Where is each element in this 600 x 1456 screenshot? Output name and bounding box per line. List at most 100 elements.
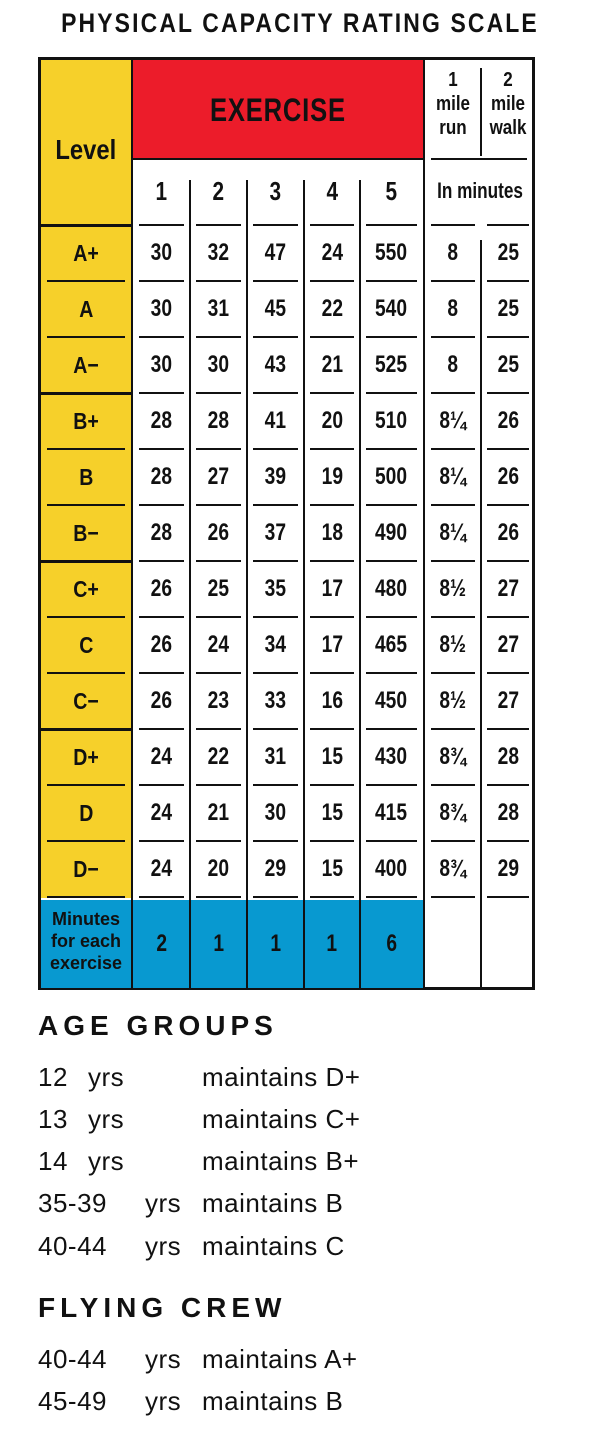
table-cell: 28 — [481, 730, 535, 784]
divider — [131, 60, 133, 988]
table-cell: 400 — [360, 842, 423, 896]
table-cell: 33 — [247, 674, 304, 728]
item-unit: yrs — [145, 1231, 182, 1261]
row-divider — [487, 336, 529, 338]
table-cell-text: 20 — [321, 407, 343, 434]
table-cell: 22 — [304, 282, 360, 336]
row-divider — [47, 336, 125, 338]
row-divider — [253, 504, 298, 506]
exercise-number-text: 4 — [326, 175, 338, 206]
flying-crew-heading: FLYING CREW — [38, 1292, 287, 1323]
level-label: D− — [41, 842, 131, 896]
table-cell: 15 — [304, 730, 360, 784]
table-cell-text: 8½ — [439, 687, 467, 714]
table-cell-text: 450 — [375, 687, 408, 714]
table-cell-text: 21 — [207, 799, 230, 826]
table-cell: 29 — [481, 842, 535, 896]
table-cell-text: 15 — [321, 743, 343, 770]
walk-header-line: mile — [490, 93, 526, 115]
table-cell: 24 — [304, 226, 360, 280]
table-cell-text: 45 — [264, 295, 287, 322]
table-cell-text: 24 — [207, 631, 230, 658]
table-cell-text: 47 — [264, 239, 287, 266]
table-cell: 17 — [304, 562, 360, 616]
table-cell-text: 400 — [375, 855, 408, 882]
table-cell-text: 33 — [264, 687, 287, 714]
row-divider — [431, 392, 475, 394]
table-cell: 500 — [360, 450, 423, 504]
table-cell-text: 500 — [375, 463, 408, 490]
exercise-number-text: 1 — [155, 175, 168, 206]
table-cell-text: 24 — [150, 743, 173, 770]
item-age: 12 — [38, 1062, 68, 1092]
divider — [431, 158, 527, 160]
item-age: 40-44 — [38, 1231, 107, 1261]
row-divider — [253, 280, 298, 282]
row-divider — [253, 840, 298, 842]
table-cell: 8½ — [425, 674, 481, 728]
table-cell-text: 480 — [375, 575, 408, 602]
row-divider — [139, 504, 184, 506]
row-divider — [431, 840, 475, 842]
row-divider — [253, 336, 298, 338]
level-label: C — [41, 618, 131, 672]
table-cell-text: 25 — [497, 351, 519, 378]
table-cell-text: 30 — [150, 239, 173, 266]
row-divider — [196, 280, 241, 282]
table-cell-text: 15 — [321, 799, 343, 826]
minutes-value: 2 — [133, 900, 190, 988]
row-divider — [196, 504, 241, 506]
table-cell: 540 — [360, 282, 423, 336]
table-cell-text: 25 — [497, 295, 519, 322]
table-cell-text: 17 — [321, 575, 343, 602]
table-cell: 465 — [360, 618, 423, 672]
row-divider — [310, 336, 354, 338]
table-cell: 30 — [133, 226, 190, 280]
table-cell: 39 — [247, 450, 304, 504]
row-divider — [253, 392, 298, 394]
row-divider — [366, 896, 417, 898]
level-label-text: D− — [73, 855, 99, 882]
minutes-value-text: 1 — [270, 930, 281, 957]
row-divider — [310, 616, 354, 618]
table-cell-text: 8½ — [439, 575, 467, 602]
table-cell-text: 29 — [264, 855, 287, 882]
table-cell-text: 18 — [321, 519, 343, 546]
row-divider — [196, 448, 241, 450]
row-divider — [487, 672, 529, 674]
row-divider — [47, 448, 125, 450]
level-label: D+ — [41, 730, 131, 784]
row-divider — [310, 784, 354, 786]
table-cell: 45 — [247, 282, 304, 336]
row-divider — [196, 840, 241, 842]
table-cell-text: 22 — [321, 295, 343, 322]
exercise-number-text: 5 — [385, 175, 398, 206]
level-label: B — [41, 450, 131, 504]
table-cell: 29 — [247, 842, 304, 896]
table-cell-text: 415 — [375, 799, 408, 826]
row-divider — [253, 896, 298, 898]
row-divider — [366, 392, 417, 394]
level-label-text: D+ — [73, 743, 99, 770]
row-divider — [139, 448, 184, 450]
table-cell-text: 32 — [207, 239, 230, 266]
divider — [189, 180, 191, 988]
row-divider — [253, 616, 298, 618]
level-label: A+ — [41, 226, 131, 280]
table-cell: 525 — [360, 338, 423, 392]
item-text: maintains D+ — [202, 1062, 361, 1092]
row-divider — [253, 560, 298, 562]
table-cell: 43 — [247, 338, 304, 392]
table-cell-text: 28 — [150, 407, 173, 434]
table-cell: 8¼ — [425, 450, 481, 504]
table-cell: 24 — [133, 842, 190, 896]
table-cell: 24 — [190, 618, 247, 672]
table-cell-text: 30 — [207, 351, 230, 378]
table-cell: 8¾ — [425, 786, 481, 840]
minutes-header-text: In minutes — [437, 178, 523, 203]
divider — [480, 240, 482, 988]
row-divider — [431, 784, 475, 786]
item-text: maintains C+ — [202, 1104, 361, 1134]
row-divider — [196, 224, 241, 226]
table-cell: 31 — [190, 282, 247, 336]
